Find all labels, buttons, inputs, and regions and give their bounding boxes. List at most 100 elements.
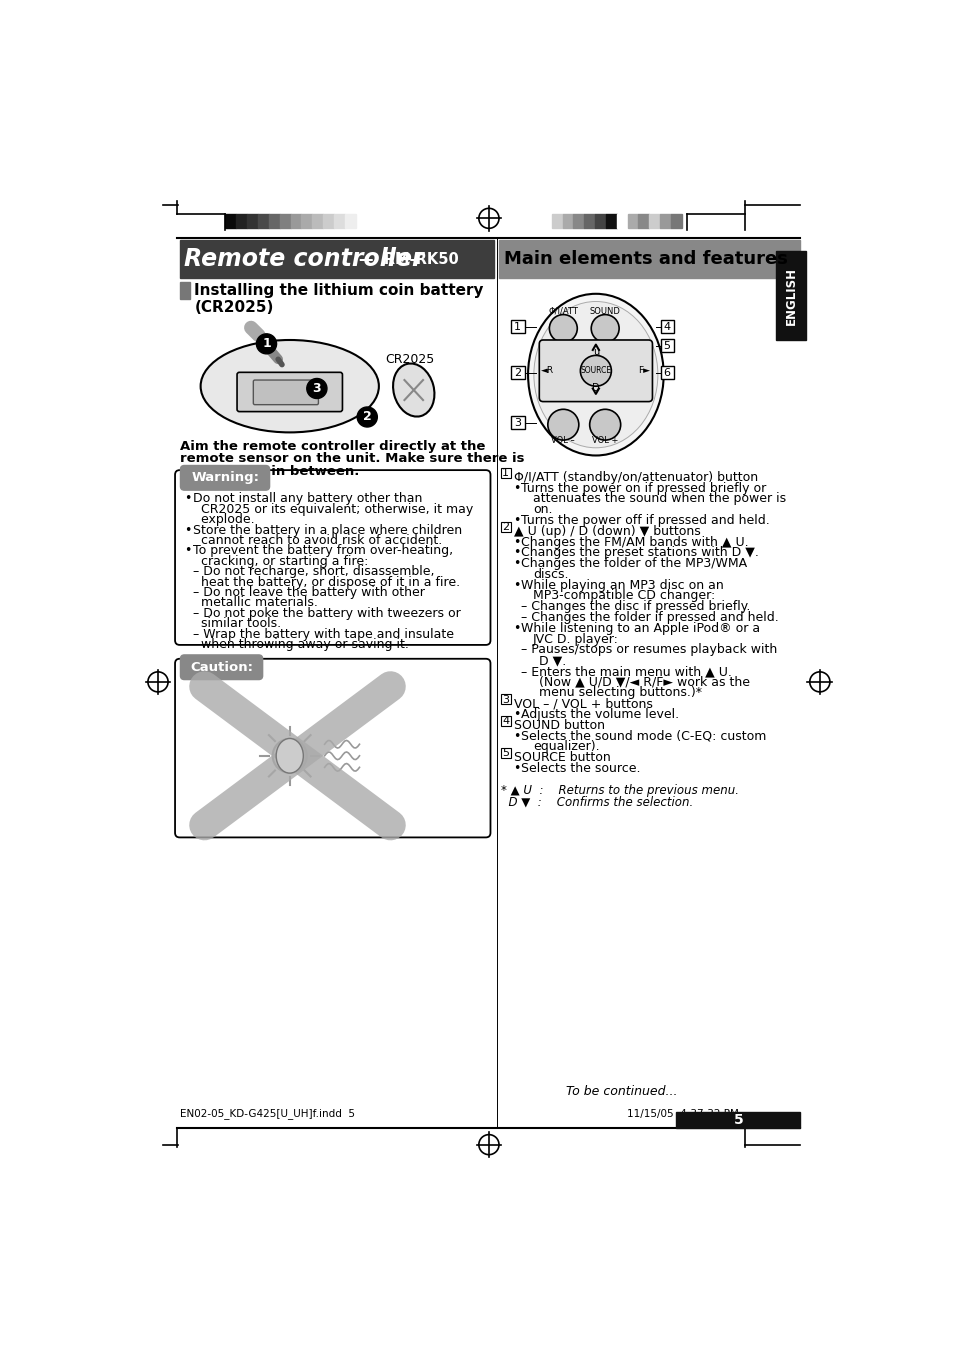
Text: To be continued...: To be continued... [565, 1085, 677, 1098]
Text: – Do not poke the battery with tweezers or: – Do not poke the battery with tweezers … [193, 607, 460, 620]
Bar [660, 339, 674, 353]
Bar [500, 748, 510, 758]
Text: – Do not leave the battery with other: – Do not leave the battery with other [193, 586, 424, 598]
Text: ENGLISH: ENGLISH [784, 267, 797, 326]
Text: 2: 2 [514, 367, 520, 378]
Bar [638, 215, 649, 228]
Circle shape [591, 315, 618, 342]
Bar [279, 215, 291, 228]
Text: SOUND: SOUND [589, 307, 620, 316]
Text: To prevent the battery from over-heating,: To prevent the battery from over-heating… [193, 544, 453, 558]
Bar [573, 215, 583, 228]
Text: 3: 3 [501, 694, 509, 705]
Text: on.: on. [533, 503, 552, 516]
Text: 5: 5 [501, 748, 509, 758]
Bar [627, 215, 638, 228]
Text: While listening to an Apple iPod® or a: While listening to an Apple iPod® or a [520, 621, 759, 635]
Bar [660, 366, 674, 380]
Text: VOL – / VOL + buttons: VOL – / VOL + buttons [514, 697, 653, 711]
Text: SOURCE button: SOURCE button [514, 751, 611, 765]
Bar [659, 215, 670, 228]
Bar [323, 215, 334, 228]
Text: Remote controller: Remote controller [184, 247, 423, 272]
Bar [595, 215, 605, 228]
Text: •: • [513, 513, 519, 527]
Text: Φ/I/ATT (standby/on/attenuator) button: Φ/I/ATT (standby/on/attenuator) button [514, 471, 758, 484]
Bar [247, 215, 257, 228]
Text: Installing the lithium coin battery: Installing the lithium coin battery [194, 284, 483, 299]
Text: 3: 3 [313, 382, 321, 394]
Bar [500, 694, 510, 704]
Text: •: • [513, 546, 519, 559]
Text: JVC D. player:: JVC D. player: [533, 632, 618, 646]
Text: SOURCE: SOURCE [579, 366, 611, 376]
Text: •: • [513, 535, 519, 549]
Bar [500, 521, 510, 532]
Text: u: u [592, 347, 598, 357]
Circle shape [579, 355, 611, 386]
Bar [269, 215, 279, 228]
Text: •: • [513, 762, 519, 775]
Text: 2: 2 [501, 521, 509, 532]
Text: cannot reach to avoid risk of accident.: cannot reach to avoid risk of accident. [193, 534, 441, 547]
Bar [670, 215, 681, 228]
Bar [649, 215, 659, 228]
Text: 1: 1 [514, 322, 520, 332]
FancyBboxPatch shape [253, 380, 318, 405]
Text: metallic materials.: metallic materials. [193, 596, 317, 609]
Text: discs.: discs. [533, 567, 568, 581]
FancyBboxPatch shape [174, 470, 490, 644]
Bar [225, 215, 236, 228]
Text: (CR2025): (CR2025) [194, 300, 274, 315]
Text: Changes the FM/AM bands with ▲ U.: Changes the FM/AM bands with ▲ U. [520, 535, 747, 549]
Text: 3: 3 [514, 419, 520, 428]
Circle shape [307, 378, 327, 399]
Text: – Changes the disc if pressed briefly.: – Changes the disc if pressed briefly. [520, 600, 749, 613]
Text: •: • [513, 708, 519, 721]
Circle shape [256, 334, 276, 354]
Text: MP3-compatible CD changer:: MP3-compatible CD changer: [533, 589, 715, 603]
Text: 4: 4 [501, 716, 509, 725]
Circle shape [547, 409, 578, 440]
Bar [675, 1112, 800, 1128]
Text: D ▼.: D ▼. [538, 654, 566, 667]
Text: explode.: explode. [193, 513, 254, 527]
Text: cracking, or starting a fire:: cracking, or starting a fire: [193, 555, 368, 567]
Bar [179, 282, 190, 299]
Text: Turns the power off if pressed and held.: Turns the power off if pressed and held. [520, 513, 769, 527]
Ellipse shape [276, 739, 303, 773]
Text: Selects the sound mode (C-EQ: custom: Selects the sound mode (C-EQ: custom [520, 730, 765, 743]
Text: EN02-05_KD-G425[U_UH]f.indd  5: EN02-05_KD-G425[U_UH]f.indd 5 [179, 1108, 355, 1119]
FancyBboxPatch shape [180, 655, 262, 680]
Text: no obstacle in between.: no obstacle in between. [179, 465, 358, 478]
Bar [344, 215, 355, 228]
Text: SOUND button: SOUND button [514, 719, 605, 732]
Bar [500, 467, 510, 478]
Text: (Now ▲ U/D ▼/◄ R/F► work as the: (Now ▲ U/D ▼/◄ R/F► work as the [538, 676, 749, 689]
Text: 2: 2 [362, 411, 372, 423]
Text: 1: 1 [501, 469, 509, 478]
Ellipse shape [200, 340, 378, 432]
Text: – Enters the main menu with ▲ U.: – Enters the main menu with ▲ U. [520, 665, 731, 678]
Bar [660, 320, 674, 334]
Text: VOL +: VOL + [592, 435, 618, 444]
FancyBboxPatch shape [174, 659, 490, 838]
Bar [776, 251, 805, 340]
Text: when throwing away or saving it.: when throwing away or saving it. [193, 638, 408, 651]
Text: •: • [513, 621, 519, 635]
Text: •: • [184, 544, 192, 558]
Circle shape [589, 409, 620, 440]
Bar [562, 215, 573, 228]
Bar [334, 215, 344, 228]
Text: 5: 5 [733, 1113, 742, 1127]
FancyBboxPatch shape [236, 373, 342, 412]
Bar [583, 215, 595, 228]
Bar [291, 215, 301, 228]
Text: D ▼  :    Confirms the selection.: D ▼ : Confirms the selection. [500, 796, 692, 809]
Text: D: D [592, 382, 599, 393]
Bar [617, 215, 627, 228]
Text: Turns the power on if pressed briefly or: Turns the power on if pressed briefly or [520, 482, 765, 494]
Text: Main elements and features: Main elements and features [504, 250, 787, 267]
Text: •: • [184, 524, 192, 536]
Text: Aim the remote controller directly at the: Aim the remote controller directly at th… [179, 440, 484, 453]
